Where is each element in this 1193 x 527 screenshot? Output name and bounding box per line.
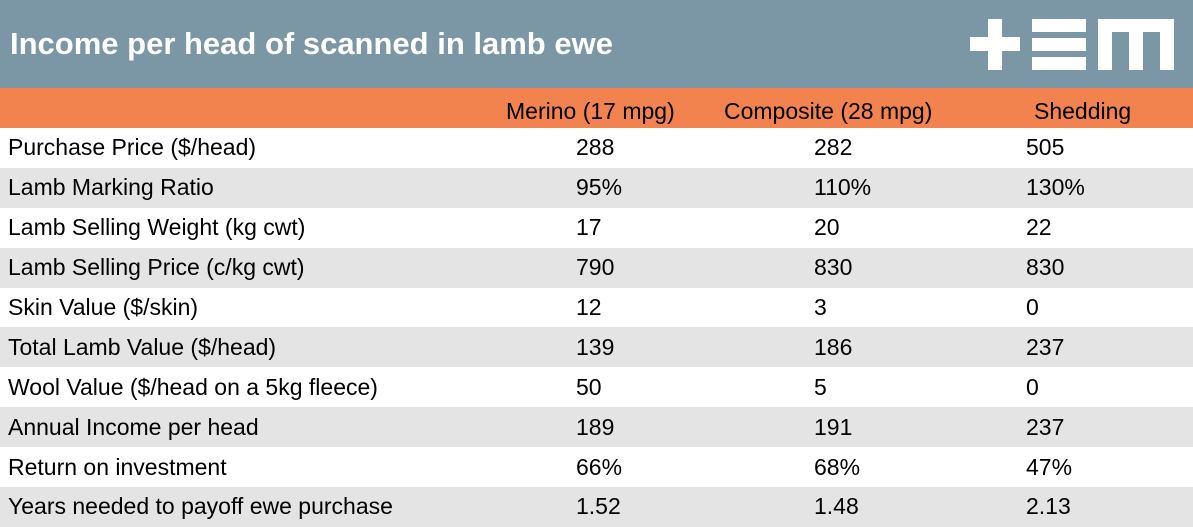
cell-merino: 17 [576,214,602,241]
cell-merino: 12 [576,294,602,320]
cell-merino: 189 [576,413,615,440]
table-row: Total Lamb Value ($/head) 139 186 237 [0,327,1193,368]
cell-shedding: 237 [1026,333,1065,360]
table-row: Years needed to payoff ewe purchase 1.52… [0,487,1193,527]
cell-composite: 282 [814,134,853,161]
table-row: Wool Value ($/head on a 5kg fleece) 50 5… [0,367,1193,407]
row-label: Annual Income per head [8,413,259,440]
row-label: Wool Value ($/head on a 5kg fleece) [8,373,378,400]
cell-shedding: 237 [1026,413,1065,440]
cell-merino: 790 [576,254,615,281]
column-header-composite: Composite (28 mpg) [724,98,933,124]
cell-shedding: 0 [1026,294,1039,320]
row-label: Return on investment [8,453,227,480]
cell-shedding: 130% [1026,174,1085,201]
cell-merino: 95% [576,174,623,201]
cell-composite: 68% [814,453,861,480]
cell-composite: 1.48 [814,493,859,520]
cell-shedding: 47% [1026,453,1073,480]
cell-merino: 288 [576,134,615,161]
cell-shedding: 505 [1026,134,1065,161]
tem-logo-icon [970,19,1174,70]
table-row: Lamb Selling Weight (kg cwt) 17 20 22 [0,208,1193,248]
row-label: Lamb Selling Weight (kg cwt) [8,214,306,241]
header-row: Merino (17 mpg) Composite (28 mpg) Shedd… [0,88,1193,128]
cell-composite: 110% [814,174,872,201]
cell-composite: 3 [814,294,827,320]
table-row: Annual Income per head 189 191 237 [0,407,1193,448]
cell-composite: 830 [814,254,853,281]
table-row: Lamb Selling Price (c/kg cwt) 790 830 83… [0,247,1193,288]
cell-composite: 186 [814,333,853,360]
column-header-shedding: Shedding [1034,98,1132,124]
row-label: Lamb Marking Ratio [8,174,214,201]
table-row: Skin Value ($/skin) 12 3 0 [0,288,1193,328]
table-row: Purchase Price ($/head) 288 282 505 [0,128,1193,168]
column-header-merino: Merino (17 mpg) [506,98,675,124]
cell-composite: 20 [814,214,840,241]
page-title: Income per head of scanned in lamb ewe [10,26,613,61]
row-label: Purchase Price ($/head) [8,134,257,161]
cell-composite: 5 [814,373,827,400]
cell-shedding: 22 [1026,214,1052,241]
title-bar: Income per head of scanned in lamb ewe [0,0,1193,88]
cell-merino: 66% [576,453,623,480]
cell-merino: 1.52 [576,493,621,520]
row-label: Lamb Selling Price (c/kg cwt) [8,254,305,281]
row-label: Total Lamb Value ($/head) [8,333,277,360]
cell-shedding: 0 [1026,373,1039,400]
header-blank [0,88,490,128]
cell-merino: 139 [576,333,615,360]
row-label: Years needed to payoff ewe purchase [8,493,393,520]
cell-shedding: 830 [1026,254,1065,281]
table-row: Lamb Marking Ratio 95% 110% 130% [0,167,1193,208]
cell-composite: 191 [814,413,853,440]
cell-merino: 50 [576,373,602,400]
row-label: Skin Value ($/skin) [8,294,199,320]
income-table: Merino (17 mpg) Composite (28 mpg) Shedd… [0,88,1193,527]
table-row: Return on investment 66% 68% 47% [0,447,1193,487]
cell-shedding: 2.13 [1026,493,1071,520]
